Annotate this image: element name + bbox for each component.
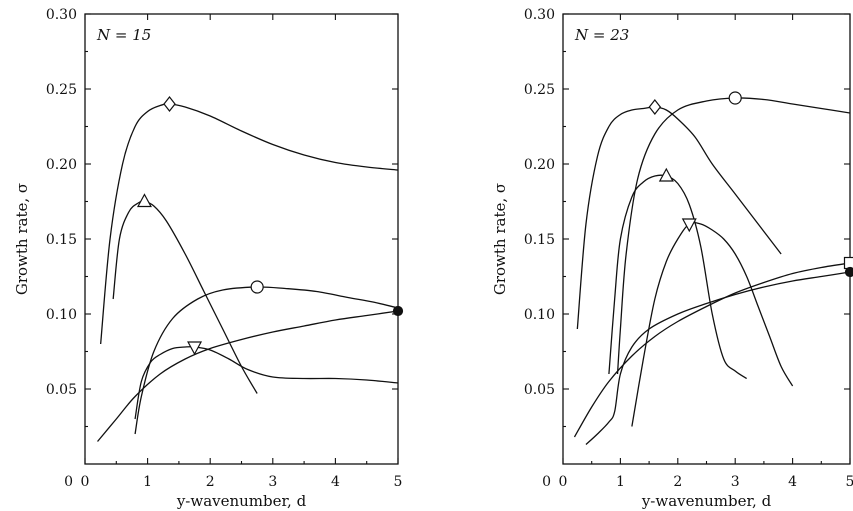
series-line-circle: [134, 286, 398, 435]
y-origin-label: 0: [64, 474, 73, 490]
filled-circle-marker: [392, 305, 404, 317]
series-line-filled-circle: [97, 310, 398, 442]
y-tick-label: 0.15: [524, 232, 555, 248]
curves: [573, 97, 850, 445]
circle-marker: [728, 91, 742, 105]
panel-label: N = 23: [574, 26, 629, 44]
triangle-down-marker: [187, 341, 203, 356]
diamond-marker: [163, 96, 176, 112]
y-tick-label: 0.15: [46, 232, 77, 248]
x-tick-label: 4: [331, 474, 340, 490]
x-tick-label: 2: [673, 474, 682, 490]
x-tick-label: 3: [268, 474, 277, 490]
panel-label: N = 15: [96, 26, 151, 44]
y-tick-label: 0.25: [524, 82, 555, 98]
y-tick-label: 0.30: [46, 7, 77, 23]
x-tick-label: 4: [788, 474, 797, 490]
x-tick-label: 0: [81, 474, 90, 490]
y-tick-label: 0.30: [524, 7, 555, 23]
series-line-circle: [616, 97, 850, 375]
chart-panel-1: 0 1 2 3 4 5 0 0.05 0.10 0.15 0.20 0.25 0.30 y-wavenum…: [13, 7, 404, 510]
y-tick-label: 0.20: [524, 157, 555, 173]
series-line-triangle-down: [134, 346, 398, 420]
series-line-diamond: [576, 106, 782, 330]
series-line-triangle-up: [112, 200, 258, 394]
triangle-up-marker: [658, 167, 674, 182]
diamond-marker: [648, 99, 662, 115]
x-tick-label: 0: [559, 474, 568, 490]
x-tick-label: 3: [731, 474, 740, 490]
triangle-down-marker: [681, 218, 697, 233]
x-axis-title: y-wavenumber, d: [176, 492, 307, 510]
series-line-filled-circle: [585, 271, 850, 445]
y-tick-label: 0.20: [46, 157, 77, 173]
filled-circle-marker: [844, 266, 853, 278]
series-line-triangle-up: [608, 174, 748, 380]
chart-panel-2: 0 1 2 3 4 5 0 0.05 0.10 0.15 0.20 0.25 0.30 y-wavenum…: [491, 7, 853, 510]
series-line-triangle-down: [631, 221, 794, 427]
series-line-square: [573, 262, 850, 438]
y-origin-label: 0: [542, 474, 551, 490]
triangle-up-marker: [136, 193, 152, 208]
x-tick-label: 2: [206, 474, 215, 490]
y-tick-label: 0.05: [46, 382, 77, 398]
x-tick-label: 5: [394, 474, 403, 490]
y-tick-label: 0.05: [524, 382, 555, 398]
y-tick-label: 0.10: [524, 307, 555, 323]
x-tick-label: 1: [616, 474, 625, 490]
circle-marker: [250, 280, 264, 294]
plot-frame: [562, 13, 851, 465]
square-marker: [843, 256, 853, 270]
plot-frame: [84, 13, 399, 465]
y-tick-label: 0.10: [46, 307, 77, 323]
y-tick-label: 0.25: [46, 82, 77, 98]
x-tick-label: 5: [846, 474, 853, 490]
series-line-diamond: [100, 103, 398, 345]
x-tick-label: 1: [143, 474, 152, 490]
y-axis-title: Growth rate, σ: [13, 183, 31, 295]
x-axis-title: y-wavenumber, d: [641, 492, 772, 510]
y-axis-title: Growth rate, σ: [491, 183, 509, 295]
curves: [97, 103, 398, 442]
